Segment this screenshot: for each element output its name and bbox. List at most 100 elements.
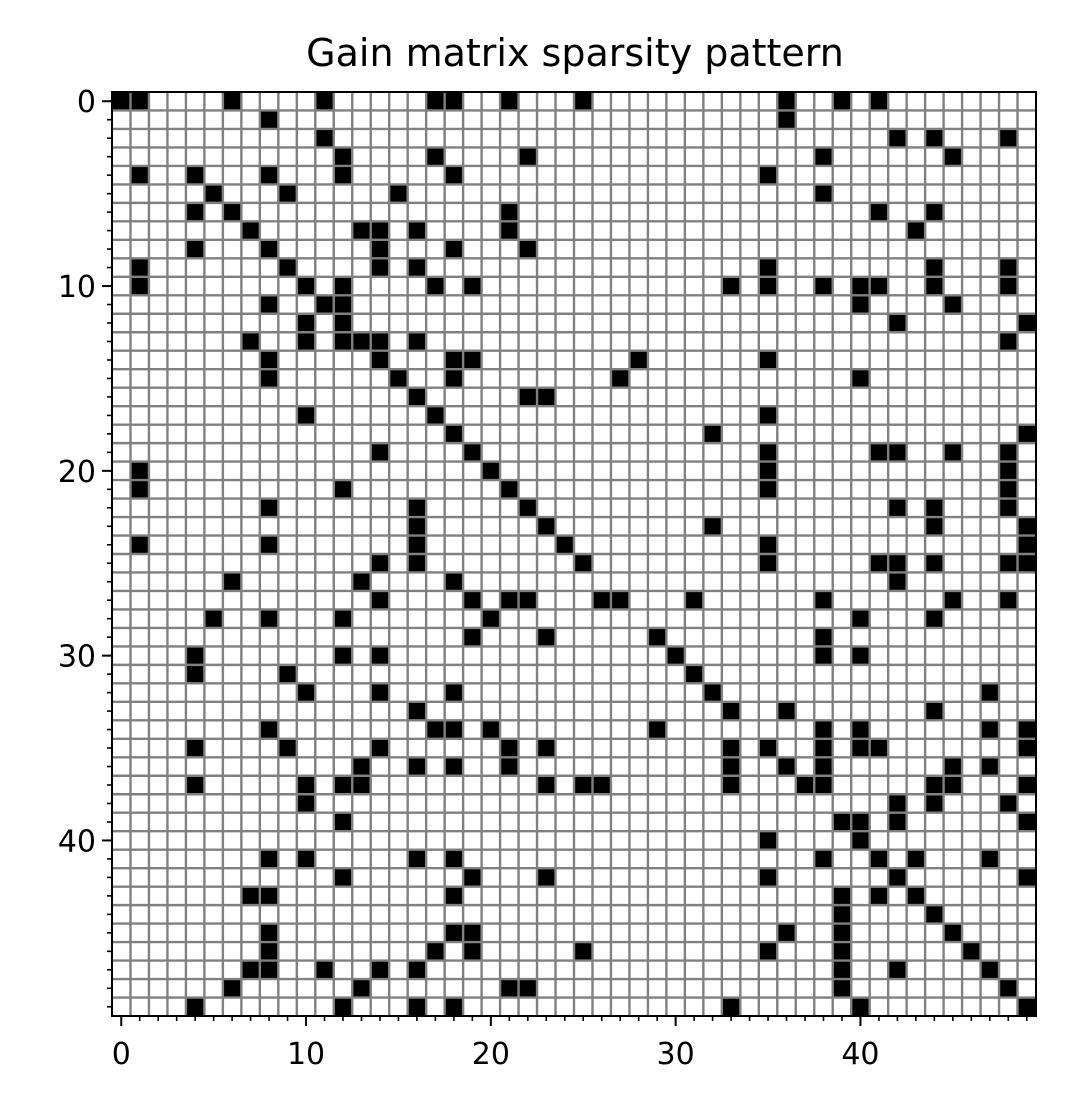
nonzero-cell-34-17 (426, 720, 445, 739)
nonzero-cell-44-39 (832, 905, 852, 924)
nonzero-cell-41-38 (814, 849, 833, 869)
nonzero-cell-5-5 (204, 184, 223, 203)
nonzero-cell-9-1 (130, 258, 149, 277)
nonzero-cell-11-11 (315, 295, 334, 314)
nonzero-cell-25-48 (999, 554, 1018, 573)
nonzero-cell-26-42 (888, 572, 907, 591)
nonzero-cell-34-20 (481, 720, 501, 739)
nonzero-cell-35-40 (851, 738, 870, 758)
nonzero-cell-0-39 (832, 92, 852, 111)
nonzero-cell-0-11 (315, 92, 334, 111)
nonzero-cell-30-4 (185, 646, 205, 665)
nonzero-cell-19-45 (943, 443, 963, 462)
nonzero-cell-30-30 (666, 646, 685, 665)
nonzero-cell-4-12 (333, 165, 353, 185)
nonzero-cell-43-8 (259, 886, 279, 906)
y-tick-label: 0 (77, 85, 96, 120)
nonzero-cell-2-42 (888, 128, 907, 148)
nonzero-cell-15-15 (389, 369, 408, 388)
nonzero-cell-42-12 (333, 868, 353, 887)
nonzero-cell-32-14 (370, 683, 390, 702)
nonzero-cell-35-49 (1017, 738, 1036, 758)
nonzero-cell-31-9 (278, 664, 297, 684)
nonzero-cell-27-31 (684, 590, 704, 610)
nonzero-cell-41-10 (296, 849, 316, 869)
nonzero-cell-15-40 (851, 369, 870, 388)
nonzero-cell-49-49 (1017, 997, 1036, 1016)
nonzero-cell-0-36 (777, 92, 796, 111)
nonzero-cell-32-32 (703, 683, 722, 702)
nonzero-cell-37-13 (352, 775, 371, 795)
nonzero-cell-17-35 (758, 406, 778, 425)
nonzero-cell-0-18 (444, 92, 464, 111)
y-tick-label: 30 (58, 640, 96, 675)
nonzero-cell-31-31 (684, 664, 704, 684)
nonzero-cell-13-12 (333, 332, 353, 351)
nonzero-cell-49-33 (721, 997, 741, 1016)
nonzero-cell-25-25 (574, 554, 593, 573)
nonzero-cell-42-19 (463, 868, 482, 887)
nonzero-cell-13-10 (296, 332, 316, 351)
nonzero-cell-38-10 (296, 794, 316, 813)
nonzero-cell-10-10 (296, 276, 316, 296)
nonzero-cell-43-7 (241, 886, 260, 906)
nonzero-cell-36-47 (980, 757, 1000, 776)
nonzero-cell-8-14 (370, 239, 390, 259)
nonzero-cell-30-14 (370, 646, 390, 665)
nonzero-cell-41-41 (869, 849, 889, 869)
nonzero-cell-36-18 (444, 757, 464, 776)
nonzero-cell-37-45 (943, 775, 963, 795)
nonzero-cell-37-37 (795, 775, 815, 795)
nonzero-cell-36-38 (814, 757, 833, 776)
nonzero-cell-49-40 (851, 997, 870, 1016)
nonzero-cell-47-11 (315, 960, 334, 980)
nonzero-cell-0-17 (426, 92, 445, 111)
nonzero-cell-24-8 (259, 535, 279, 554)
nonzero-cell-35-38 (814, 738, 833, 758)
nonzero-cell-32-10 (296, 683, 316, 702)
nonzero-cell-28-8 (259, 609, 279, 628)
nonzero-cell-41-43 (906, 849, 926, 869)
nonzero-cell-39-12 (333, 812, 353, 832)
nonzero-cell-26-18 (444, 572, 464, 591)
nonzero-cell-25-16 (407, 554, 427, 573)
nonzero-cell-4-4 (185, 165, 205, 185)
nonzero-cell-24-35 (758, 535, 778, 554)
nonzero-cell-29-38 (814, 627, 833, 647)
nonzero-cell-15-27 (610, 369, 630, 388)
nonzero-cell-47-8 (259, 960, 279, 980)
nonzero-cell-36-13 (352, 757, 371, 776)
nonzero-cell-27-19 (463, 590, 482, 610)
nonzero-cell-2-44 (925, 128, 944, 148)
nonzero-cell-45-39 (832, 923, 852, 943)
nonzero-cell-35-21 (500, 738, 519, 758)
nonzero-cell-37-12 (333, 775, 353, 795)
nonzero-cell-22-44 (925, 498, 944, 518)
nonzero-cell-37-4 (185, 775, 205, 795)
nonzero-cell-47-7 (241, 960, 260, 980)
axes-frame (111, 91, 1037, 1017)
nonzero-cell-49-18 (444, 997, 464, 1016)
nonzero-cell-15-18 (444, 369, 464, 388)
nonzero-cell-37-44 (925, 775, 944, 795)
nonzero-cell-13-48 (999, 332, 1018, 351)
nonzero-cell-34-8 (259, 720, 279, 739)
nonzero-cell-18-18 (444, 424, 464, 444)
nonzero-cell-22-8 (259, 498, 279, 518)
nonzero-cell-1-8 (259, 110, 279, 129)
nonzero-cell-25-14 (370, 554, 390, 573)
nonzero-cell-31-4 (185, 664, 205, 684)
nonzero-cell-41-8 (259, 849, 279, 869)
nonzero-cell-29-29 (647, 627, 667, 647)
nonzero-cell-35-33 (721, 738, 741, 758)
nonzero-cell-33-33 (721, 701, 741, 721)
nonzero-cell-10-35 (758, 276, 778, 296)
nonzero-cell-39-40 (851, 812, 870, 832)
y-axis: 0 10 20 30 40 (58, 85, 112, 1008)
nonzero-cell-42-49 (1017, 868, 1036, 887)
nonzero-cell-12-12 (333, 313, 353, 333)
nonzero-cell-37-49 (1017, 775, 1036, 795)
x-axis: 0 10 20 30 40 (112, 1016, 1028, 1072)
nonzero-cell-46-17 (426, 942, 445, 961)
nonzero-cell-48-22 (518, 979, 538, 998)
